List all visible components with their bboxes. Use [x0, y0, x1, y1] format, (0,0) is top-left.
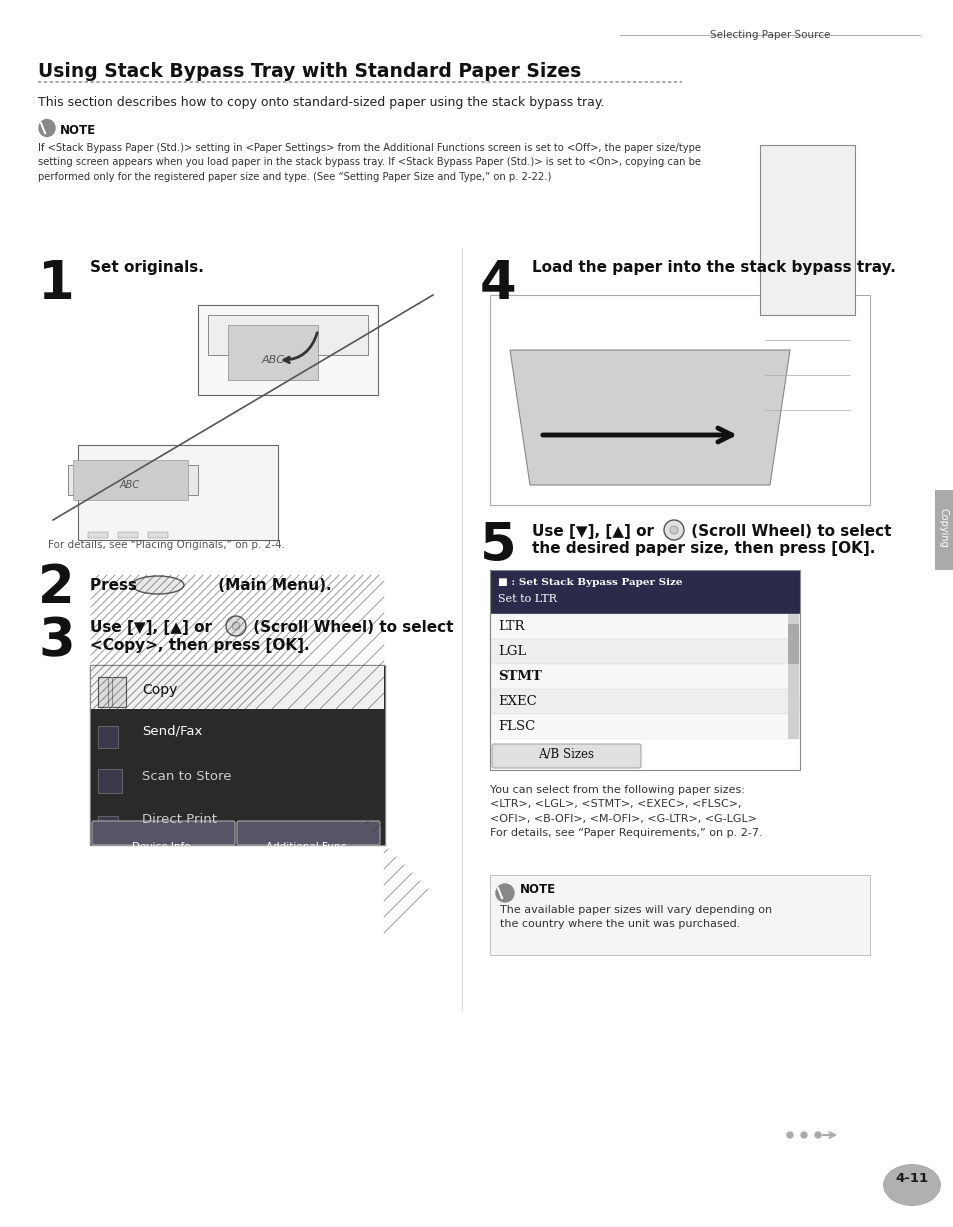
Text: Device Info.: Device Info. — [132, 842, 193, 852]
Text: LGL: LGL — [497, 645, 526, 658]
Text: EXEC: EXEC — [497, 694, 537, 708]
Bar — [760, 145, 854, 315]
Text: 1: 1 — [38, 258, 74, 310]
Ellipse shape — [786, 1133, 792, 1137]
Bar — [490, 639, 800, 664]
Text: NOTE: NOTE — [519, 883, 556, 896]
Bar — [98, 726, 118, 748]
Text: Use [▼], [▲] or: Use [▼], [▲] or — [90, 620, 217, 636]
Text: <Copy>, then press [OK].: <Copy>, then press [OK]. — [90, 638, 310, 653]
Bar — [490, 714, 800, 739]
Text: FLSC: FLSC — [497, 720, 535, 733]
Text: Use [▼], [▲] or: Use [▼], [▲] or — [532, 524, 659, 539]
Text: 4: 4 — [479, 258, 517, 310]
Text: The available paper sizes will vary depending on
the country where the unit was : The available paper sizes will vary depe… — [499, 906, 771, 929]
Text: Set originals.: Set originals. — [90, 260, 204, 275]
Bar — [68, 465, 198, 494]
Bar — [787, 625, 799, 664]
Text: This section describes how to copy onto standard-sized paper using the stack byp: This section describes how to copy onto … — [38, 96, 604, 109]
Text: 4-11: 4-11 — [895, 1173, 927, 1185]
Ellipse shape — [132, 575, 184, 594]
FancyBboxPatch shape — [492, 744, 640, 768]
Text: 5: 5 — [479, 520, 517, 572]
Bar — [98, 677, 126, 707]
Ellipse shape — [814, 1133, 821, 1137]
Text: Load the paper into the stack bypass tray.: Load the paper into the stack bypass tra… — [532, 260, 895, 275]
Bar — [490, 614, 800, 639]
Text: Scan to Store: Scan to Store — [142, 771, 232, 783]
Text: (Scroll Wheel) to select: (Scroll Wheel) to select — [248, 620, 453, 636]
Ellipse shape — [882, 1164, 940, 1206]
FancyBboxPatch shape — [91, 821, 234, 845]
Bar — [73, 460, 188, 499]
Text: Copy: Copy — [142, 683, 177, 697]
Text: A/B Sizes: A/B Sizes — [537, 748, 594, 761]
Ellipse shape — [801, 1133, 806, 1137]
Bar — [490, 664, 800, 690]
Text: Copying: Copying — [938, 508, 948, 548]
Ellipse shape — [663, 520, 683, 540]
Ellipse shape — [669, 526, 678, 534]
Text: ■ : Set Stack Bypass Paper Size: ■ : Set Stack Bypass Paper Size — [497, 578, 681, 587]
Ellipse shape — [232, 622, 240, 629]
Text: LTR: LTR — [497, 620, 524, 633]
Bar — [228, 325, 317, 380]
Text: (Main Menu).: (Main Menu). — [213, 578, 332, 593]
Bar — [78, 445, 277, 540]
Bar — [88, 533, 108, 537]
Ellipse shape — [226, 616, 246, 636]
Text: 2: 2 — [38, 562, 74, 614]
Text: Send/Fax: Send/Fax — [142, 725, 202, 737]
Bar — [90, 665, 385, 845]
Bar — [118, 533, 138, 537]
Ellipse shape — [496, 883, 514, 902]
Ellipse shape — [39, 119, 55, 136]
Bar — [198, 306, 377, 395]
Text: ABC: ABC — [120, 480, 140, 490]
Text: You can select from the following paper sizes:
<LTR>, <LGL>, <STMT>, <EXEC>, <FL: You can select from the following paper … — [490, 785, 761, 838]
Bar — [98, 769, 122, 793]
Text: If <Stack Bypass Paper (Std.)> setting in <Paper Settings> from the Additional F: If <Stack Bypass Paper (Std.)> setting i… — [38, 144, 700, 182]
Bar — [787, 614, 799, 739]
Text: Using Stack Bypass Tray with Standard Paper Sizes: Using Stack Bypass Tray with Standard Pa… — [38, 63, 580, 81]
Text: Direct Print: Direct Print — [142, 814, 216, 826]
Bar — [208, 315, 368, 355]
Text: STMT: STMT — [497, 670, 541, 683]
Bar — [91, 709, 384, 844]
Text: For details, see “Placing Originals,” on p. 2-4.: For details, see “Placing Originals,” on… — [48, 540, 285, 550]
Text: NOTE: NOTE — [60, 124, 96, 137]
Bar — [98, 816, 118, 836]
Bar — [490, 294, 869, 506]
FancyBboxPatch shape — [236, 821, 379, 845]
Bar — [48, 285, 437, 530]
Bar — [91, 666, 384, 710]
Text: (Scroll Wheel) to select: (Scroll Wheel) to select — [685, 524, 890, 539]
Text: 3: 3 — [38, 615, 74, 667]
Text: Press: Press — [90, 578, 142, 593]
Bar — [490, 571, 800, 614]
Text: Selecting Paper Source: Selecting Paper Source — [709, 29, 829, 40]
Bar — [148, 533, 168, 537]
Polygon shape — [510, 350, 789, 485]
Bar — [490, 875, 869, 955]
Bar — [490, 690, 800, 714]
Bar — [490, 571, 800, 771]
Bar — [934, 490, 952, 571]
Text: the desired paper size, then press [OK].: the desired paper size, then press [OK]. — [532, 541, 875, 556]
Text: ABC: ABC — [261, 355, 284, 364]
Text: Set to LTR: Set to LTR — [497, 594, 557, 604]
Text: Additional Func.: Additional Func. — [266, 842, 350, 852]
